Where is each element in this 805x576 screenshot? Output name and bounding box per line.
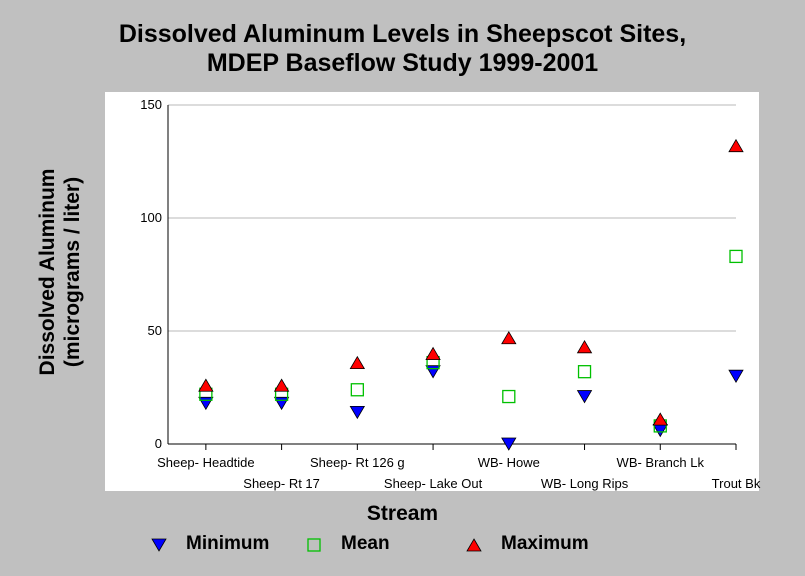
point-mean-5 [502, 389, 516, 404]
point-maximum-1 [198, 378, 214, 392]
legend-marker-mean [307, 538, 321, 552]
point-minimum-5 [501, 437, 517, 451]
point-mean-6 [577, 365, 592, 379]
point-minimum-2 [273, 396, 290, 411]
plot-area [105, 92, 759, 491]
y-tick-label-100: 100 [140, 210, 162, 225]
point-mean-8 [729, 249, 743, 264]
x-tick-label-2: Sheep- Rt 17 [243, 476, 320, 491]
y-axis-label: Dissolved Aluminum (micrograms / liter) [35, 169, 85, 376]
y-tick-label-50: 50 [148, 323, 162, 338]
x-tick-label-6: WB- Long Rips [541, 476, 629, 491]
y-tick-label-0: 0 [155, 436, 162, 451]
point-minimum-1 [198, 396, 214, 411]
point-minimum-3 [349, 405, 366, 420]
chart-title-line-2: MDEP Baseflow Study 1999-2001 [206, 49, 599, 77]
legend-label-minimum: Minimum [186, 533, 270, 554]
chart-title-line-1: Dissolved Aluminum Levels in Sheepscot S… [118, 20, 687, 48]
x-tick-label-5: WB- Howe [478, 455, 540, 470]
x-axis-label: Stream [366, 502, 439, 525]
legend-label-maximum: Maximum [501, 533, 589, 554]
legend-label-mean: Mean [341, 533, 390, 554]
point-maximum-2 [273, 378, 290, 392]
y-tick-label-150: 150 [140, 97, 162, 112]
x-tick-label-3: Sheep- Rt 126 g [310, 455, 405, 470]
y-axis-label-line-2: (micrograms / liter) [61, 176, 84, 368]
legend-marker-maximum [466, 538, 482, 552]
y-axis-label-line-1: Dissolved Aluminum [36, 168, 59, 376]
point-minimum-8 [728, 369, 744, 383]
x-tick-label-1: Sheep- Headtide [157, 455, 255, 470]
point-minimum-6 [576, 390, 593, 404]
point-maximum-5 [501, 330, 517, 345]
chart-title: Dissolved Aluminum Levels in Sheepscot S… [0, 20, 805, 78]
point-maximum-6 [576, 340, 593, 354]
x-tick-label-8: Trout Bk [712, 476, 761, 491]
point-mean-3 [350, 383, 364, 397]
point-minimum-7 [652, 424, 668, 438]
x-tick-label-7: WB- Branch Lk [617, 455, 705, 470]
legend-marker-minimum [151, 538, 167, 552]
point-minimum-4 [425, 365, 441, 379]
point-maximum-7 [652, 412, 668, 426]
x-tick-label-4: Sheep- Lake Out [384, 476, 483, 491]
point-maximum-3 [349, 355, 366, 370]
point-maximum-8 [728, 138, 744, 153]
point-maximum-4 [425, 346, 441, 361]
